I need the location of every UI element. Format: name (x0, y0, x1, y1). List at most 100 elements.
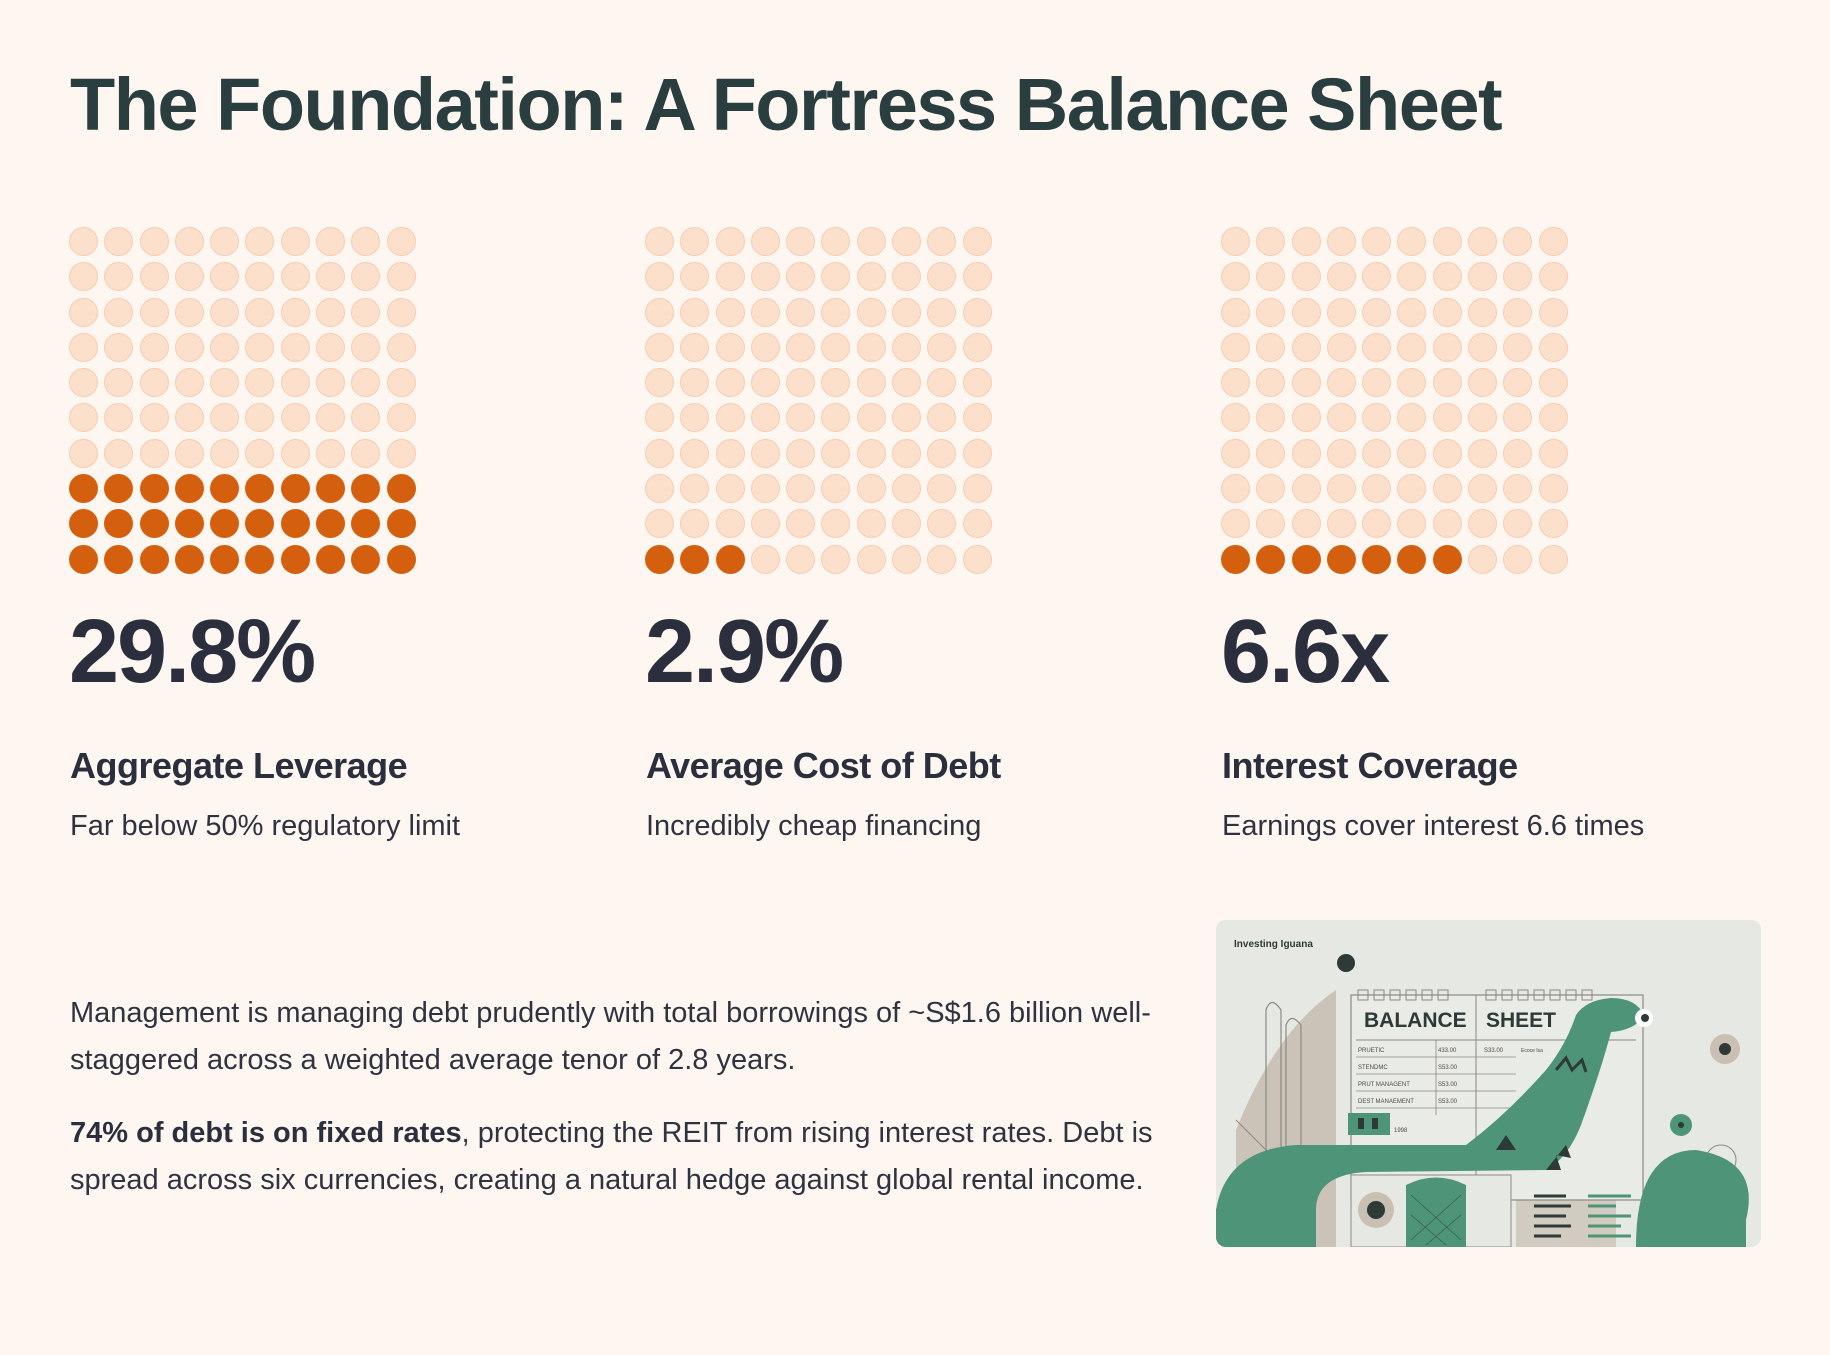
waffle-dot-empty (786, 544, 816, 574)
waffle-dot-empty (1291, 438, 1321, 468)
waffle-dot-empty (750, 509, 780, 539)
waffle-dot-empty (645, 438, 674, 468)
waffle-dot-empty (386, 403, 416, 433)
stat-description: Far below 50% regulatory limit (70, 810, 461, 842)
waffle-dot-filled (1326, 544, 1356, 574)
waffle-dot-empty (316, 297, 346, 327)
waffle-chart (1221, 227, 1571, 577)
paragraph-fixed-rates: 74% of debt is on fixed rates, protectin… (70, 1110, 1160, 1204)
waffle-dot-empty (1503, 438, 1533, 468)
waffle-dot-empty (1538, 474, 1568, 504)
waffle-dot-empty (750, 297, 780, 327)
waffle-dot-empty (750, 368, 780, 398)
waffle-dot-empty (69, 227, 98, 256)
waffle-dot-filled (104, 544, 134, 574)
waffle-dot-empty (386, 438, 416, 468)
waffle-dot-empty (69, 368, 98, 398)
waffle-dot-empty (1362, 474, 1392, 504)
waffle-dot-empty (856, 509, 886, 539)
waffle-dot-empty (680, 438, 710, 468)
stat-value: 29.8% (69, 602, 316, 702)
stat-description: Incredibly cheap financing (646, 810, 982, 842)
waffle-dot-empty (351, 297, 381, 327)
iguana-illustration: BALANCE SHEET PRUETIC 433.00 STENDMC S53… (1216, 920, 1761, 1247)
waffle-dot-empty (715, 227, 745, 256)
waffle-dot-empty (1538, 438, 1568, 468)
doc-row-label: PRUETIC (1358, 1048, 1385, 1054)
waffle-dot-empty (821, 438, 851, 468)
waffle-dot-empty (1221, 332, 1250, 362)
waffle-dot-filled (210, 509, 240, 539)
waffle-dot-empty (1362, 368, 1392, 398)
waffle-dot-empty (821, 227, 851, 256)
waffle-dot-filled (316, 544, 346, 574)
waffle-dot-empty (962, 262, 992, 292)
waffle-dot-empty (1432, 262, 1462, 292)
waffle-dot-empty (927, 438, 957, 468)
waffle-dot-empty (750, 332, 780, 362)
waffle-dot-empty (715, 509, 745, 539)
waffle-dot-empty (856, 332, 886, 362)
waffle-dot-empty (316, 403, 346, 433)
waffle-dot-empty (351, 403, 381, 433)
waffle-dot-empty (351, 262, 381, 292)
waffle-dot-empty (786, 438, 816, 468)
waffle-dot-empty (962, 368, 992, 398)
waffle-dot-empty (645, 262, 674, 292)
waffle-dot-empty (104, 227, 134, 256)
waffle-dot-empty (210, 297, 240, 327)
waffle-dot-empty (139, 403, 169, 433)
body-text: Management is managing debt prudently wi… (70, 990, 1160, 1230)
doc-extra-note: Ecoce Isa (1521, 1048, 1543, 1054)
waffle-dot-empty (715, 297, 745, 327)
waffle-dot-empty (104, 368, 134, 398)
waffle-dot-empty (962, 474, 992, 504)
waffle-dot-empty (645, 403, 674, 433)
stat-value: 6.6x (1221, 602, 1390, 702)
waffle-dot-empty (821, 544, 851, 574)
waffle-dot-empty (1291, 262, 1321, 292)
waffle-dot-filled (210, 544, 240, 574)
waffle-dot-empty (856, 403, 886, 433)
waffle-dot-empty (1503, 474, 1533, 504)
waffle-dot-empty (962, 438, 992, 468)
waffle-dot-empty (856, 544, 886, 574)
waffle-dot-filled (245, 474, 275, 504)
waffle-dot-empty (1326, 438, 1356, 468)
stat-interest-coverage: 6.6x Interest Coverage Earnings cover in… (1221, 227, 1741, 842)
waffle-dot-empty (210, 403, 240, 433)
waffle-dot-empty (786, 368, 816, 398)
waffle-dot-empty (1468, 297, 1498, 327)
waffle-dot-empty (1538, 262, 1568, 292)
waffle-dot-empty (645, 368, 674, 398)
waffle-dot-empty (1432, 227, 1462, 256)
waffle-dot-empty (69, 297, 98, 327)
waffle-dot-empty (962, 403, 992, 433)
waffle-dot-empty (1397, 509, 1427, 539)
waffle-dot-empty (174, 227, 204, 256)
waffle-dot-empty (962, 509, 992, 539)
waffle-dot-filled (386, 544, 416, 574)
waffle-dot-empty (821, 509, 851, 539)
waffle-dot-empty (1397, 438, 1427, 468)
waffle-dot-empty (927, 332, 957, 362)
stat-average-cost-of-debt: 2.9% Average Cost of Debt Incredibly che… (645, 227, 1165, 842)
waffle-dot-empty (1503, 544, 1533, 574)
waffle-dot-filled (69, 474, 98, 504)
waffle-dot-empty (1221, 438, 1250, 468)
waffle-dot-empty (856, 438, 886, 468)
waffle-dot-empty (1291, 509, 1321, 539)
waffle-dot-empty (1503, 368, 1533, 398)
waffle-dot-filled (174, 544, 204, 574)
waffle-dot-empty (1221, 262, 1250, 292)
fixed-rates-text: , protecting the REIT from rising intere… (70, 1117, 1153, 1196)
waffle-dot-empty (104, 332, 134, 362)
waffle-dot-empty (1397, 332, 1427, 362)
waffle-dot-empty (821, 332, 851, 362)
waffle-dot-empty (1432, 332, 1462, 362)
waffle-dot-empty (645, 474, 674, 504)
waffle-dot-empty (245, 332, 275, 362)
waffle-dot-empty (1432, 474, 1462, 504)
waffle-dot-filled (1397, 544, 1427, 574)
waffle-dot-empty (962, 297, 992, 327)
